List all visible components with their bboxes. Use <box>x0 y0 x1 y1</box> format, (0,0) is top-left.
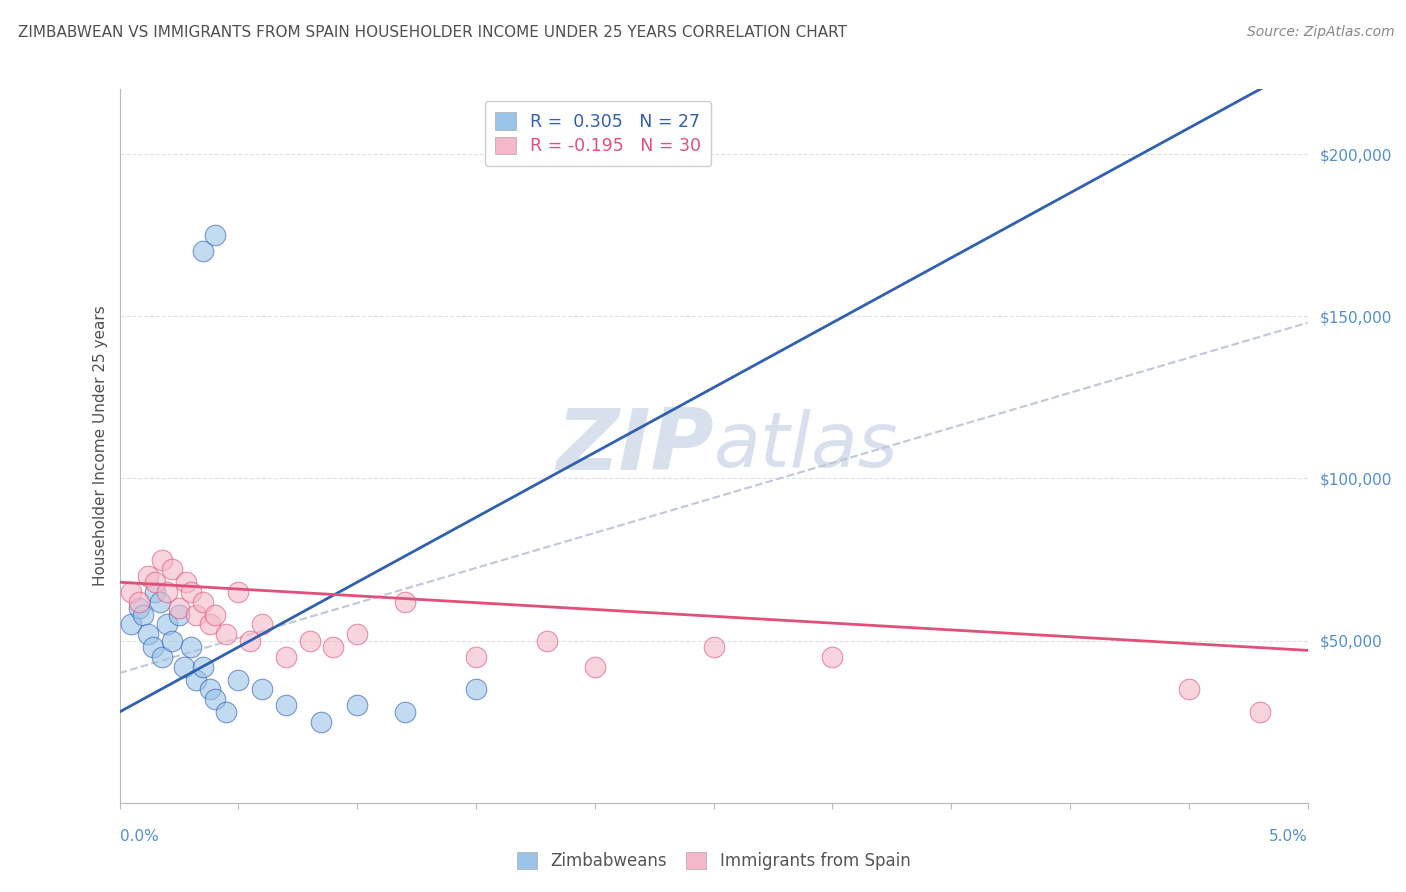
Point <box>120 617 142 632</box>
Point <box>132 607 155 622</box>
Point <box>228 673 250 687</box>
Text: 0.0%: 0.0% <box>120 830 159 844</box>
Point <box>821 649 844 664</box>
Point <box>156 585 179 599</box>
Point <box>298 633 321 648</box>
Point <box>136 568 159 582</box>
Point <box>311 714 333 729</box>
Point <box>120 585 142 599</box>
Text: atlas: atlas <box>713 409 898 483</box>
Point <box>150 649 173 664</box>
Point <box>464 649 488 664</box>
Point <box>198 617 221 632</box>
Point <box>322 640 344 654</box>
Point <box>239 633 262 648</box>
Point <box>204 228 226 243</box>
Point <box>250 617 273 632</box>
Point <box>198 682 221 697</box>
Point <box>191 595 214 609</box>
Point <box>184 607 207 622</box>
Text: Source: ZipAtlas.com: Source: ZipAtlas.com <box>1247 25 1395 39</box>
Text: ZIMBABWEAN VS IMMIGRANTS FROM SPAIN HOUSEHOLDER INCOME UNDER 25 YEARS CORRELATIO: ZIMBABWEAN VS IMMIGRANTS FROM SPAIN HOUS… <box>18 25 848 40</box>
Point <box>191 659 214 673</box>
Point <box>180 640 202 654</box>
Legend: Zimbabweans, Immigrants from Spain: Zimbabweans, Immigrants from Spain <box>510 845 917 877</box>
Point <box>191 244 214 259</box>
Point <box>702 640 725 654</box>
Point <box>156 617 179 632</box>
Point <box>1178 682 1201 697</box>
Point <box>250 682 273 697</box>
Point <box>143 575 166 590</box>
Point <box>346 698 368 713</box>
Point <box>1249 705 1271 719</box>
Point <box>142 640 165 654</box>
Point <box>184 673 207 687</box>
Point <box>160 562 183 576</box>
Point <box>215 627 238 641</box>
Point <box>204 692 226 706</box>
Point <box>160 633 183 648</box>
Point <box>150 552 173 566</box>
Point <box>204 607 226 622</box>
Point <box>174 575 197 590</box>
Point <box>167 607 190 622</box>
Point <box>274 698 297 713</box>
Text: ZIP: ZIP <box>555 404 713 488</box>
Point <box>464 682 488 697</box>
Point <box>149 595 172 609</box>
Point <box>128 601 150 615</box>
Point <box>215 705 238 719</box>
Point <box>394 705 416 719</box>
Point <box>136 627 159 641</box>
Point <box>128 595 150 609</box>
Point <box>274 649 297 664</box>
Point <box>228 585 250 599</box>
Point <box>346 627 368 641</box>
Point <box>394 595 416 609</box>
Y-axis label: Householder Income Under 25 years: Householder Income Under 25 years <box>93 306 108 586</box>
Point <box>173 659 195 673</box>
Point <box>536 633 558 648</box>
Text: 5.0%: 5.0% <box>1268 830 1308 844</box>
Point <box>583 659 606 673</box>
Point <box>180 585 202 599</box>
Point <box>143 585 166 599</box>
Point <box>167 601 190 615</box>
